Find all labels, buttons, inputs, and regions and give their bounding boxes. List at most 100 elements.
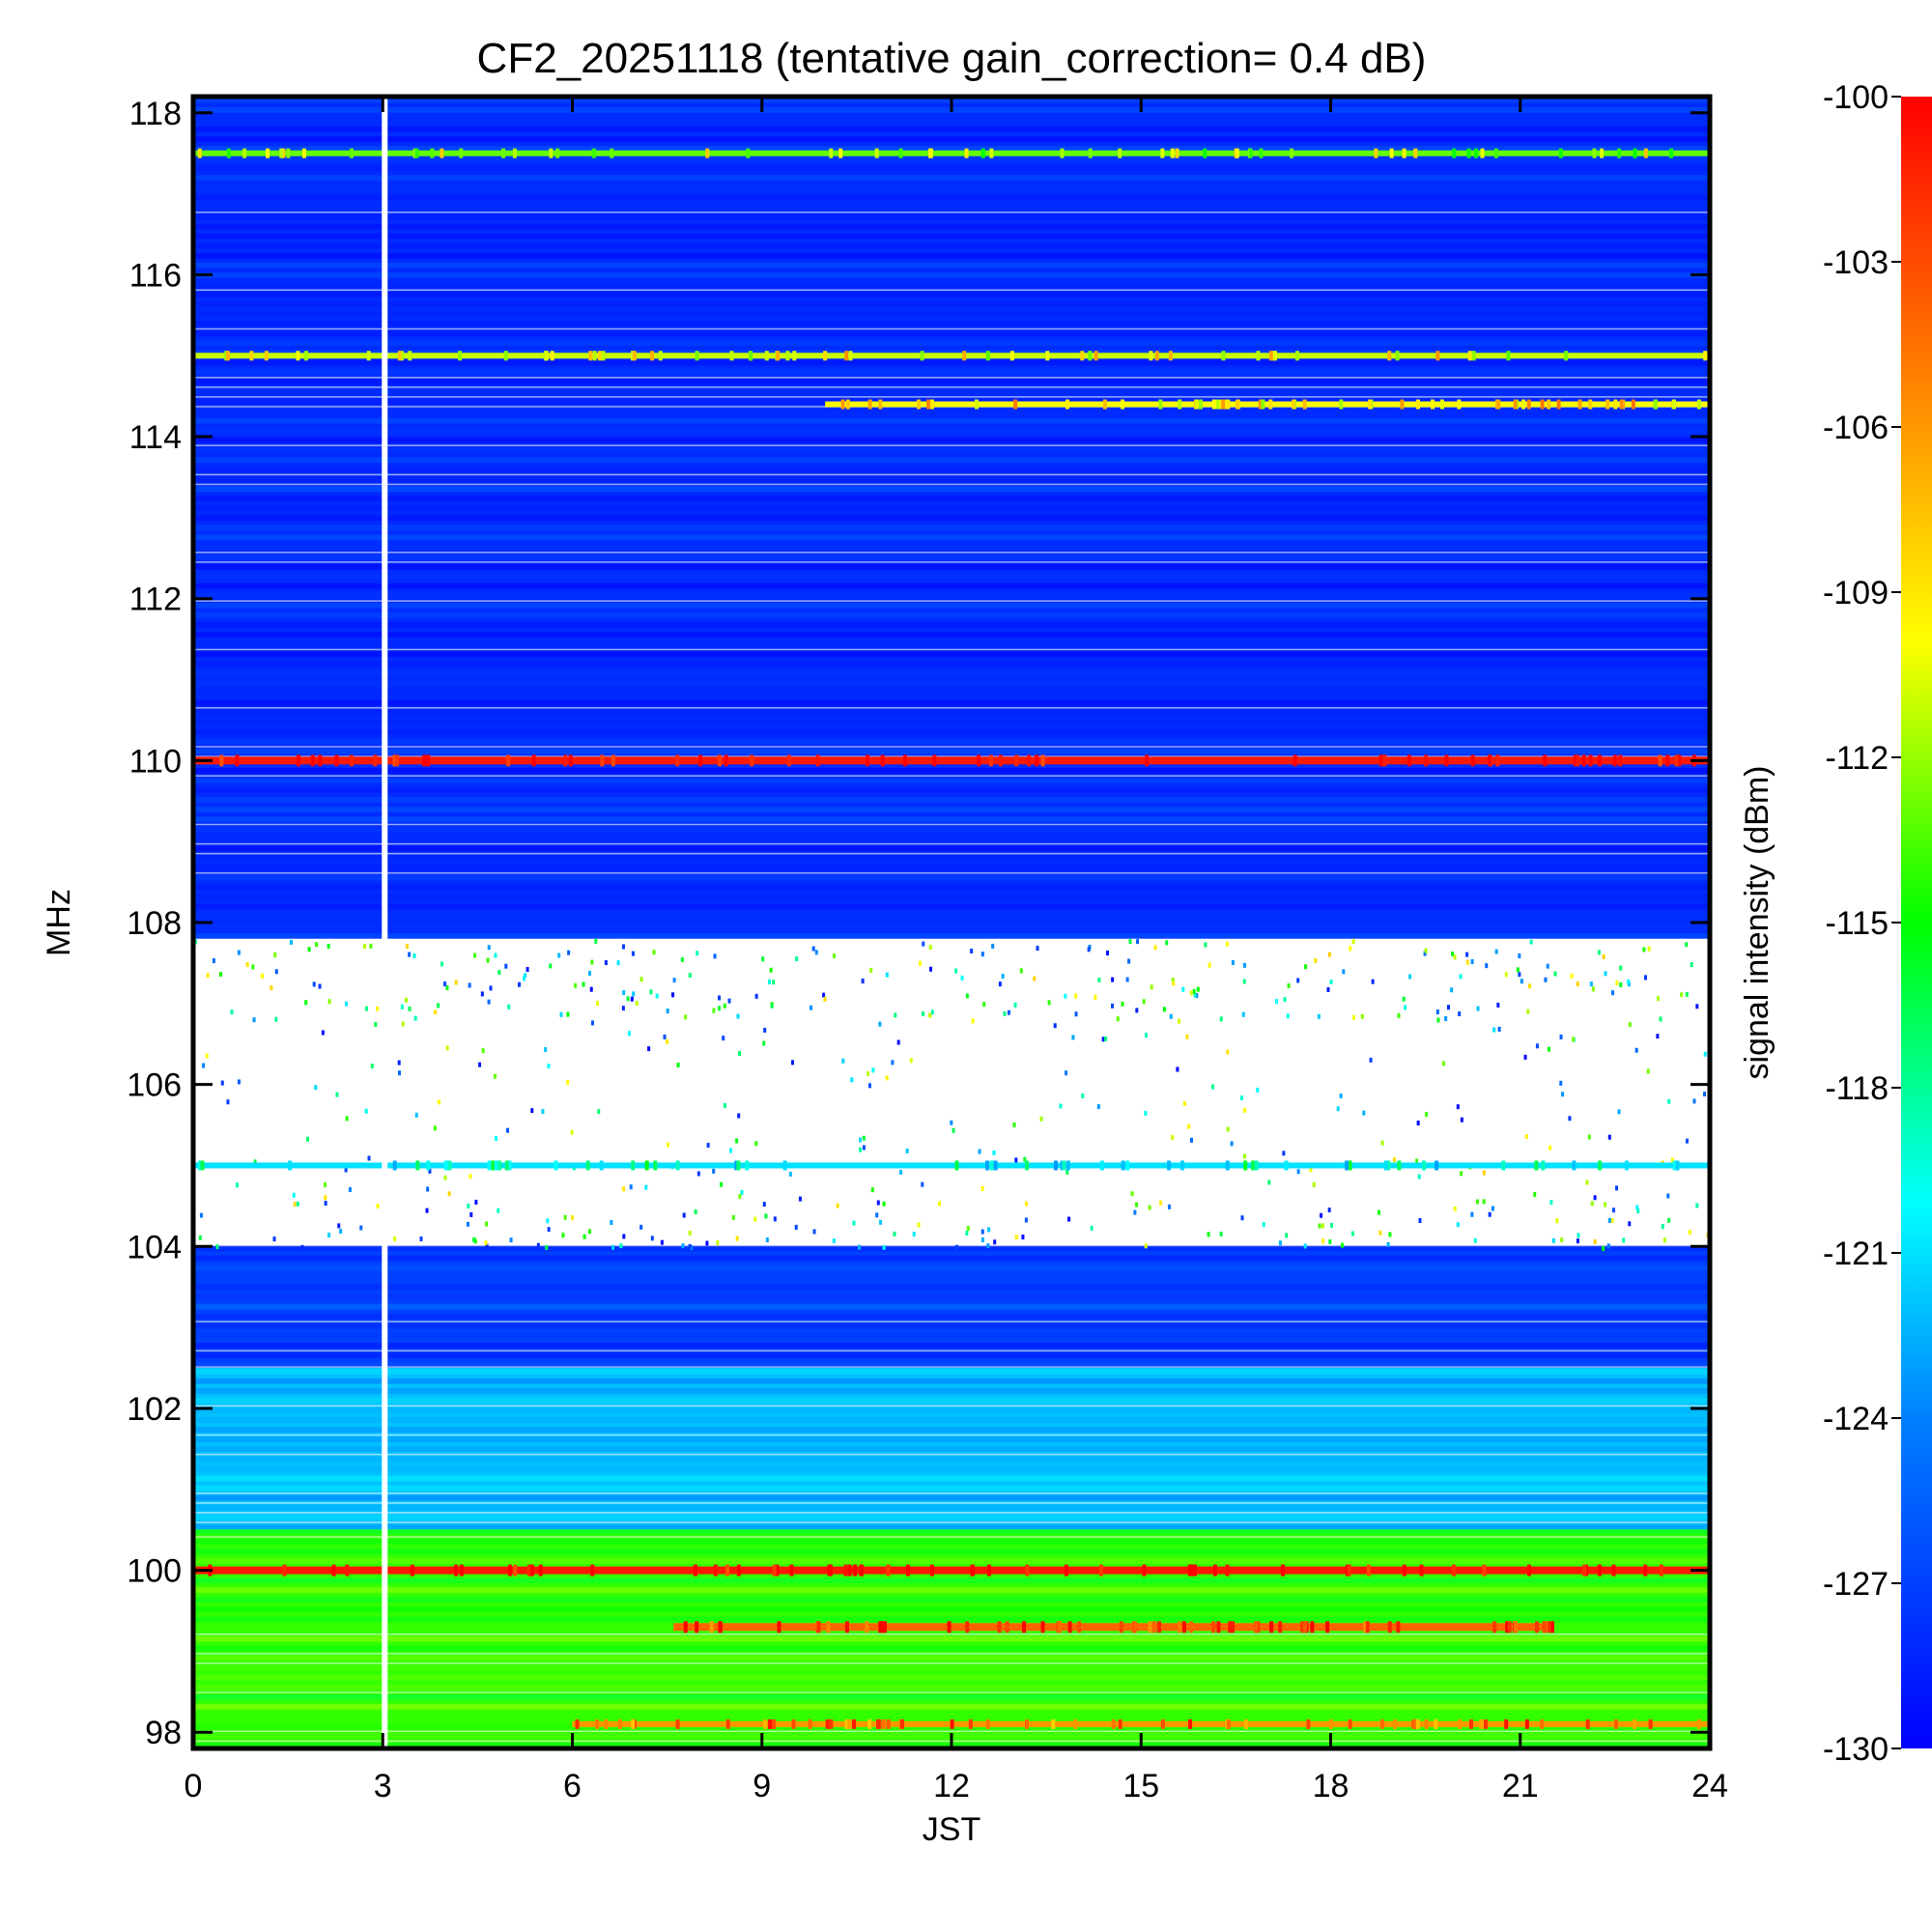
carrier-band (673, 1623, 1552, 1632)
speckle (472, 952, 476, 958)
carrier-speckle (592, 351, 597, 361)
texture-band (193, 156, 1710, 162)
carrier-speckle (286, 148, 291, 158)
speckle (397, 1060, 401, 1065)
speckle (688, 1231, 692, 1236)
carrier-speckle (1387, 351, 1392, 361)
speckle (495, 1136, 498, 1142)
speckle (736, 1013, 740, 1019)
texture-band (193, 1398, 1710, 1404)
speckle (690, 1244, 694, 1250)
carrier-speckle (964, 148, 969, 158)
carrier-speckle (1556, 399, 1561, 410)
texture-band (193, 1255, 1710, 1262)
texture-gap (193, 823, 1710, 826)
speckle (408, 952, 412, 957)
texture-band (193, 816, 1710, 823)
speckle (841, 1058, 845, 1064)
speckle (978, 1149, 981, 1154)
speckle (1416, 1121, 1420, 1126)
carrier-speckle (1254, 1621, 1259, 1634)
speckle (1528, 983, 1532, 989)
carrier-speckle (296, 351, 300, 361)
carrier-speckle (1366, 1564, 1371, 1577)
speckle (1226, 1126, 1230, 1132)
speckle (1619, 982, 1623, 988)
carrier-speckle (198, 1160, 203, 1171)
colorbar-tick-label: -118 (1825, 1070, 1889, 1107)
speckle (754, 993, 758, 999)
colorbar-tick-label: -100 (1823, 79, 1889, 116)
speckle (1408, 974, 1412, 980)
speckle (629, 1184, 633, 1190)
speckle (523, 976, 526, 981)
speckle (1424, 948, 1428, 953)
carrier-speckle (776, 351, 781, 361)
speckle (1024, 1201, 1028, 1207)
carrier-speckle (1310, 1621, 1315, 1634)
speckle (1546, 963, 1549, 969)
carrier-speckle (986, 1564, 991, 1577)
speckle (1659, 1016, 1662, 1022)
carrier-speckle (601, 351, 606, 361)
speckle (1606, 1243, 1610, 1249)
carrier-speckle (549, 148, 554, 158)
speckle (1561, 1092, 1565, 1097)
carrier-speckle (1160, 148, 1165, 158)
carrier-speckle (1484, 1719, 1489, 1729)
speckle (869, 967, 873, 973)
carrier-speckle (853, 1564, 858, 1577)
carrier-speckle (1157, 1621, 1162, 1634)
texture-band (193, 845, 1710, 852)
speckle (684, 1014, 688, 1020)
texture-band (193, 651, 1710, 658)
carrier-speckle (650, 351, 655, 361)
speckle (426, 1186, 430, 1192)
carrier-speckle (1290, 148, 1294, 158)
speckle (1065, 1169, 1069, 1175)
speckle (1144, 1033, 1148, 1038)
speckle (1602, 953, 1605, 959)
speckle (1423, 951, 1427, 956)
y-tick-label: 116 (129, 257, 182, 294)
carrier-speckle (1653, 399, 1658, 410)
carrier-speckle (507, 1160, 512, 1171)
speckle (1497, 1026, 1501, 1032)
speckle (1204, 942, 1208, 948)
carrier-speckle (658, 351, 663, 361)
carrier-speckle (1424, 1719, 1429, 1729)
carrier-speckle (1467, 351, 1472, 361)
carrier-speckle (1379, 1719, 1384, 1729)
carrier-speckle (1215, 399, 1220, 410)
speckle (960, 975, 964, 980)
carrier-speckle (1439, 399, 1444, 410)
texture-band (193, 1465, 1710, 1472)
masked-speckle (194, 938, 1710, 1252)
speckle (1585, 1179, 1589, 1185)
speckle (1371, 979, 1375, 984)
carrier-speckle (1025, 1564, 1030, 1577)
carrier-speckle (200, 1160, 205, 1171)
texture-band (193, 1616, 1710, 1623)
carrier-speckle (512, 148, 517, 158)
speckle (289, 939, 293, 945)
speckle (1548, 1145, 1552, 1151)
carrier-speckle (764, 351, 769, 361)
carrier-speckle (746, 148, 751, 158)
speckle (327, 999, 331, 1005)
speckle (1456, 1222, 1460, 1228)
speckle (1647, 946, 1651, 952)
speckle (1127, 958, 1131, 964)
speckle (230, 1009, 234, 1015)
carrier-speckle (1211, 1621, 1216, 1634)
speckle (1182, 1100, 1186, 1106)
speckle (318, 983, 322, 989)
carrier-speckle (1080, 351, 1085, 361)
texture-band (193, 1343, 1710, 1349)
carrier-speckle (985, 1719, 990, 1729)
x-tick-label: 6 (563, 1768, 582, 1804)
speckle (484, 1239, 488, 1245)
speckle (1342, 969, 1346, 975)
speckle (762, 1202, 766, 1208)
texture-band (193, 311, 1710, 317)
